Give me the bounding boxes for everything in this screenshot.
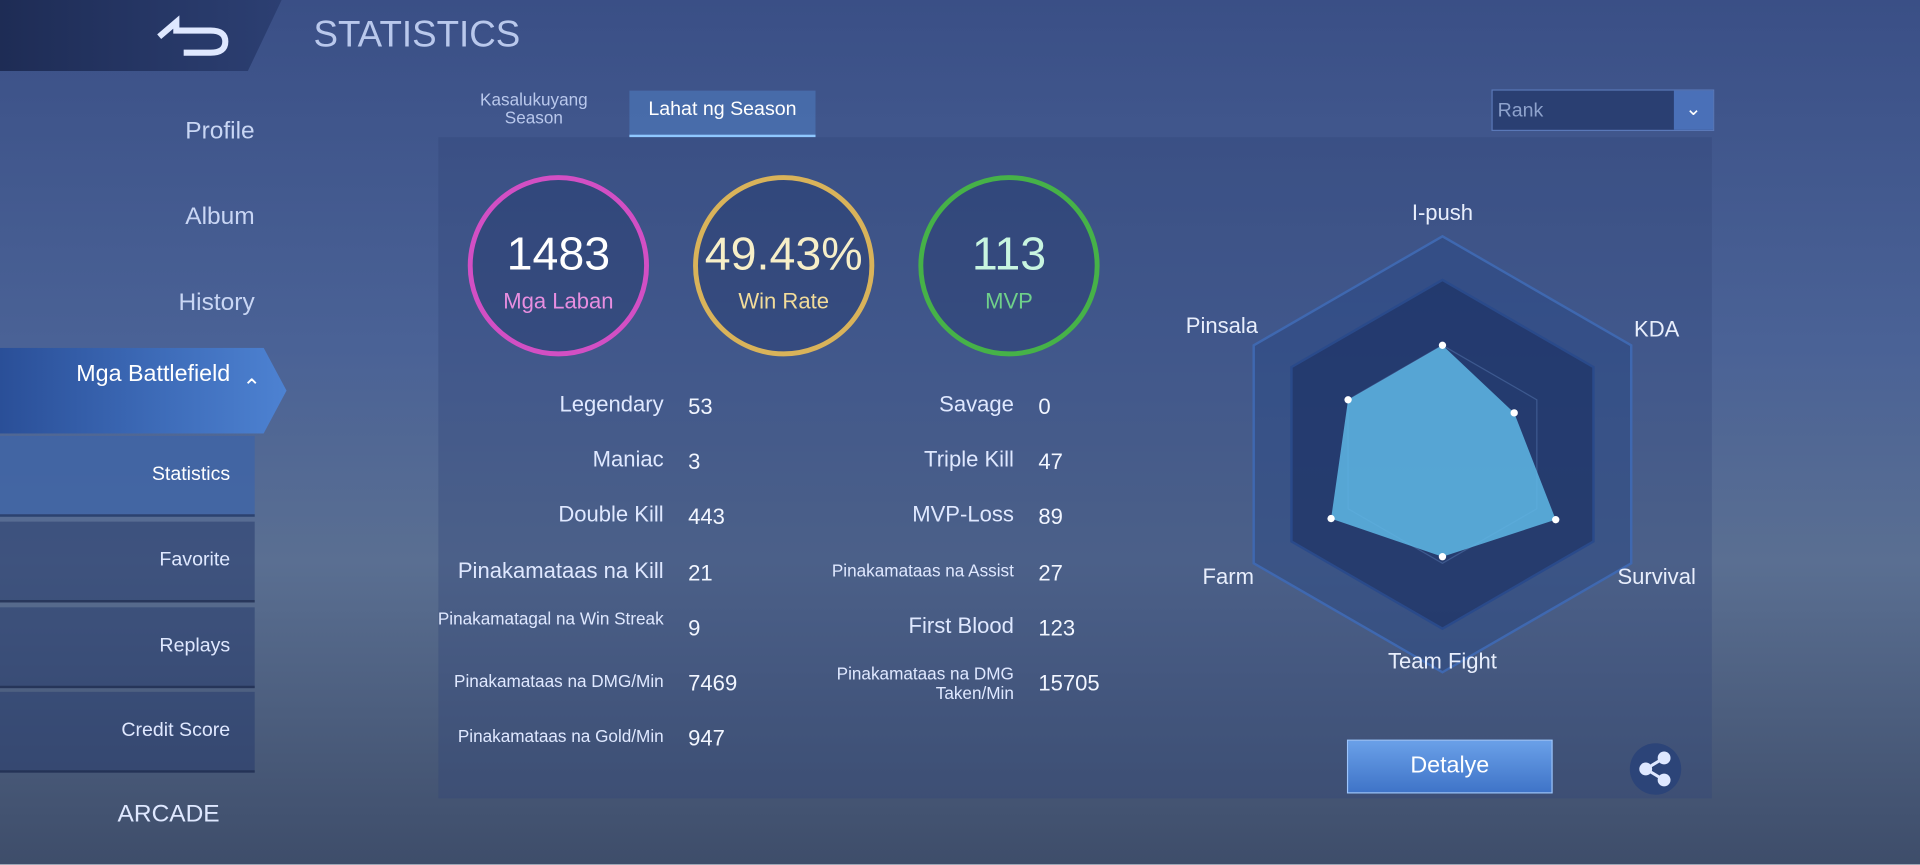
- radar-point: [1438, 341, 1447, 349]
- nav-active-bg: [0, 347, 287, 434]
- nav-item[interactable]: ARCADE: [117, 800, 220, 828]
- stat-value: 947: [688, 726, 725, 751]
- radar-point: [1438, 553, 1447, 561]
- share-button[interactable]: [1629, 742, 1683, 796]
- nav-subitem[interactable]: Favorite: [0, 521, 255, 603]
- expand-icon: ⌃: [242, 374, 261, 400]
- radar-point: [1327, 514, 1335, 523]
- radar-area: [1331, 345, 1556, 557]
- nav-item[interactable]: Mga Battlefield: [76, 361, 231, 387]
- summary-value: 113: [971, 228, 1047, 281]
- nav-subitem[interactable]: Statistics: [0, 435, 255, 517]
- radar-label: Survival: [1617, 564, 1695, 589]
- stat-label: Legendary: [559, 391, 664, 417]
- radar-point: [1510, 409, 1518, 417]
- radar-label: Team Fight: [1388, 648, 1497, 673]
- summary-label: Win Rate: [738, 288, 830, 314]
- stat-value: 53: [688, 394, 713, 419]
- radar-chart: I-push KDA Survival Team Fight Farm Pinsala: [1186, 200, 1696, 674]
- stat-label: Pinakamataas na Kill: [457, 557, 664, 583]
- summary-circle: 49.43% Win Rate: [693, 175, 875, 357]
- page-title: STATISTICS: [313, 14, 521, 56]
- summary-value: 49.43%: [704, 228, 863, 281]
- stat-label: Maniac: [592, 447, 664, 472]
- stat-value: 47: [1038, 449, 1063, 475]
- stat-value: 9: [688, 615, 701, 641]
- radar-label: I-push: [1412, 200, 1473, 225]
- back-button[interactable]: [135, 12, 233, 61]
- stat-label: Savage: [939, 391, 1014, 417]
- tab[interactable]: Kasalukuyang Season: [480, 89, 588, 128]
- summary-value: 1483: [506, 228, 611, 281]
- stat-value: 0: [1038, 394, 1051, 419]
- stat-value: 443: [688, 504, 725, 530]
- stat-label: Double Kill: [558, 502, 664, 528]
- stat-value: 21: [688, 560, 713, 585]
- back-bar: [0, 0, 282, 72]
- stat-label: Triple Kill: [924, 447, 1014, 472]
- nav-item[interactable]: Album: [185, 203, 255, 231]
- stat-label: Pinakamataas na Gold/Min: [457, 726, 664, 746]
- stat-value: 3: [688, 449, 701, 475]
- summary-circle: 1483 Mga Laban: [467, 175, 649, 357]
- radar-label: Farm: [1203, 564, 1254, 589]
- dropdown-arrow: ⌄: [1673, 90, 1714, 130]
- nav-item[interactable]: History: [178, 288, 255, 316]
- radar-label: Pinsala: [1186, 313, 1259, 338]
- summary-label: Mga Laban: [503, 288, 614, 314]
- stat-value: 15705: [1038, 671, 1100, 696]
- stat-label: First Blood: [908, 613, 1014, 638]
- nav-item[interactable]: Profile: [185, 117, 255, 145]
- dropdown-value: Rank: [1497, 100, 1544, 122]
- radar-point: [1344, 396, 1352, 404]
- nav-subitem[interactable]: Credit Score: [0, 691, 255, 773]
- stat-value: 7469: [688, 671, 738, 696]
- stat-label: Pinakamatagal na Win Streak: [437, 608, 664, 628]
- stat-label: Pinakamataas na DMG/Min: [454, 671, 664, 691]
- stat-value: 27: [1038, 560, 1063, 585]
- stat-label: Pinakamataas na Assist: [831, 560, 1014, 580]
- nav-subitem[interactable]: Replays: [0, 607, 255, 689]
- dropdown[interactable]: Rank ⌄: [1491, 89, 1715, 132]
- tab-active[interactable]: Lahat ng Season: [629, 90, 816, 138]
- stat-value: 123: [1038, 615, 1076, 641]
- summary-circle: 113 MVP: [918, 175, 1100, 357]
- radar-point: [1552, 516, 1560, 524]
- radar-label: KDA: [1634, 316, 1680, 341]
- stat-label: MVP-Loss: [912, 502, 1014, 528]
- details-button[interactable]: Detalye: [1346, 739, 1553, 794]
- summary-label: MVP: [985, 288, 1033, 314]
- stat-label: Pinakamataas na DMG Taken/Min: [836, 663, 1014, 703]
- stat-value: 89: [1038, 504, 1063, 530]
